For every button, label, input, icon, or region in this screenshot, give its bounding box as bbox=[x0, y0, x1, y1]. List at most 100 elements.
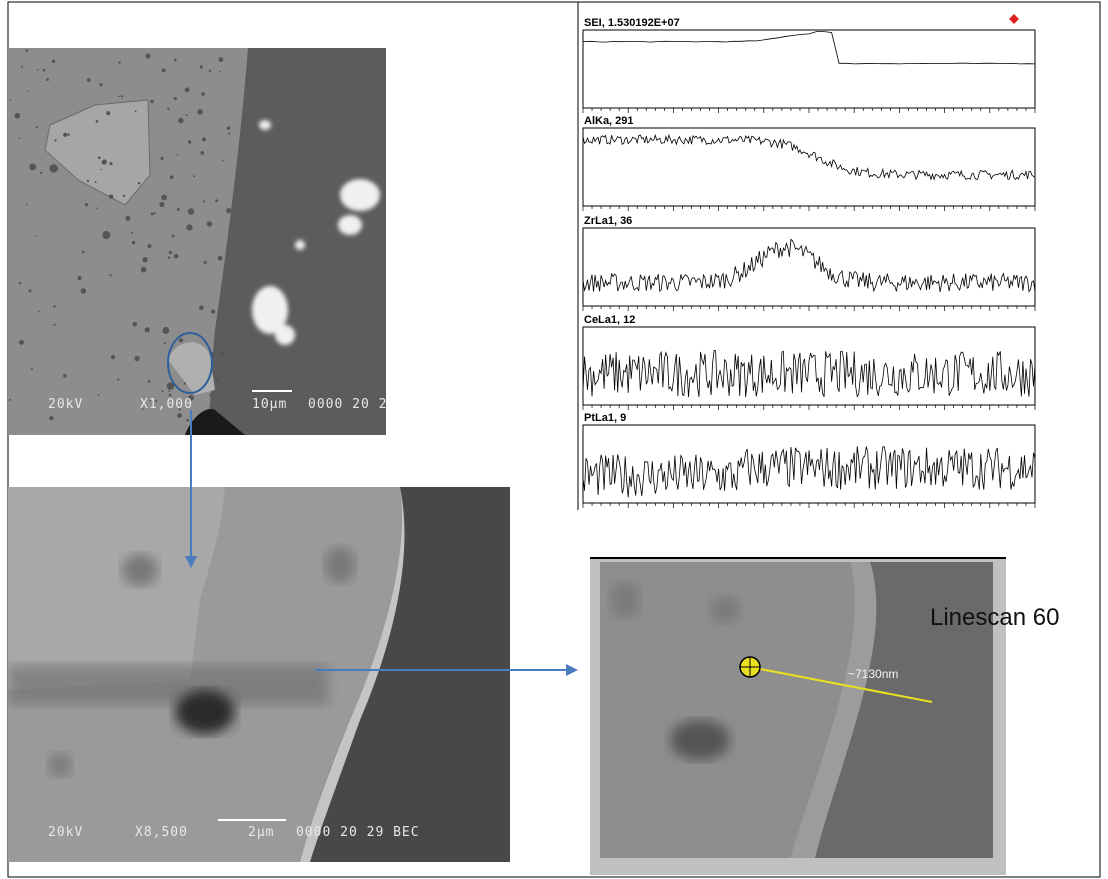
ticks bbox=[583, 503, 1035, 508]
pore bbox=[15, 113, 21, 119]
sem-scale: 10µm bbox=[252, 397, 287, 412]
pore bbox=[118, 96, 120, 98]
pore bbox=[142, 257, 147, 262]
pore bbox=[49, 416, 53, 420]
pore bbox=[98, 394, 100, 396]
pore bbox=[85, 203, 88, 206]
pore bbox=[25, 49, 28, 52]
channel-label: CeLa1, 12 bbox=[584, 314, 635, 326]
pore bbox=[164, 328, 166, 330]
pore bbox=[29, 163, 36, 170]
ticks bbox=[583, 108, 1035, 113]
pore bbox=[200, 65, 203, 68]
figure: 20kV X1,000 10µm 0000 20 29 BEC 20kV X8,… bbox=[0, 0, 1108, 879]
pore bbox=[162, 390, 164, 392]
pore bbox=[164, 342, 166, 344]
pore bbox=[87, 78, 91, 82]
pore bbox=[227, 126, 231, 130]
pore bbox=[148, 380, 151, 383]
pore bbox=[188, 140, 190, 142]
pore bbox=[102, 231, 110, 239]
pore bbox=[106, 111, 110, 115]
pore bbox=[219, 57, 224, 62]
pore bbox=[211, 310, 215, 314]
pore bbox=[161, 195, 167, 201]
pore bbox=[135, 110, 137, 112]
pore bbox=[177, 208, 180, 211]
pore bbox=[160, 157, 163, 160]
pore bbox=[228, 132, 230, 134]
sem-low-image: 20kV X1,000 10µm 0000 20 29 BEC bbox=[8, 48, 432, 435]
pore bbox=[67, 133, 69, 135]
pore bbox=[220, 352, 224, 356]
sem-info: 0000 20 29 BEC bbox=[296, 825, 420, 840]
pore bbox=[29, 290, 32, 293]
pore bbox=[218, 256, 223, 261]
pore bbox=[150, 100, 154, 104]
pore bbox=[188, 208, 194, 214]
pore bbox=[141, 267, 147, 273]
pore bbox=[81, 288, 87, 294]
pore bbox=[172, 235, 175, 238]
pore bbox=[123, 195, 125, 197]
pore bbox=[82, 251, 85, 254]
pore bbox=[209, 394, 211, 396]
pore bbox=[201, 92, 205, 96]
pore bbox=[154, 212, 156, 214]
pore bbox=[36, 126, 38, 128]
channel-label: PtLa1, 9 bbox=[584, 412, 626, 424]
pore bbox=[138, 182, 141, 185]
pore bbox=[174, 97, 177, 100]
pore bbox=[159, 202, 164, 207]
channel-label: SEI, 1.530192E+07 bbox=[584, 17, 680, 29]
pore bbox=[186, 114, 188, 116]
pore bbox=[121, 95, 123, 97]
pore bbox=[43, 69, 46, 72]
pore bbox=[35, 235, 37, 237]
sem-voltage: 20kV bbox=[48, 825, 83, 840]
pore bbox=[215, 199, 218, 202]
pore bbox=[27, 90, 29, 92]
marker-dot bbox=[1009, 14, 1019, 24]
pore bbox=[209, 70, 211, 72]
pore bbox=[131, 232, 133, 234]
ticks bbox=[583, 405, 1035, 410]
pore bbox=[37, 69, 39, 71]
pore bbox=[96, 120, 99, 123]
pore bbox=[9, 399, 11, 401]
channel-label: AlKa, 291 bbox=[584, 115, 634, 127]
pore bbox=[199, 305, 204, 310]
ticks bbox=[583, 206, 1035, 211]
pore bbox=[109, 162, 112, 165]
pore bbox=[96, 207, 98, 209]
pore bbox=[134, 356, 139, 361]
pore bbox=[117, 378, 119, 380]
pore bbox=[219, 71, 221, 73]
pore bbox=[63, 374, 66, 377]
pore bbox=[218, 315, 220, 317]
pore bbox=[49, 164, 57, 172]
pore bbox=[226, 208, 231, 213]
pore bbox=[204, 261, 207, 264]
pore bbox=[179, 338, 183, 342]
pore bbox=[203, 200, 205, 202]
pore bbox=[193, 175, 195, 177]
pore bbox=[145, 54, 150, 59]
pore bbox=[170, 175, 174, 179]
sem-magnification: X1,000 bbox=[140, 397, 193, 412]
linescan-title: Linescan 60 bbox=[930, 604, 1059, 631]
pore bbox=[118, 61, 120, 63]
pore bbox=[168, 390, 170, 392]
pore bbox=[53, 305, 55, 307]
pore bbox=[177, 413, 182, 418]
pore bbox=[174, 254, 179, 259]
pore bbox=[31, 368, 33, 370]
pore bbox=[207, 221, 212, 226]
plot-box bbox=[583, 228, 1035, 306]
pore bbox=[99, 83, 102, 86]
sem-scale: 2µm bbox=[248, 825, 274, 840]
pore bbox=[21, 66, 23, 68]
plot-box bbox=[583, 128, 1035, 206]
pore bbox=[111, 355, 115, 359]
pore bbox=[174, 59, 177, 62]
